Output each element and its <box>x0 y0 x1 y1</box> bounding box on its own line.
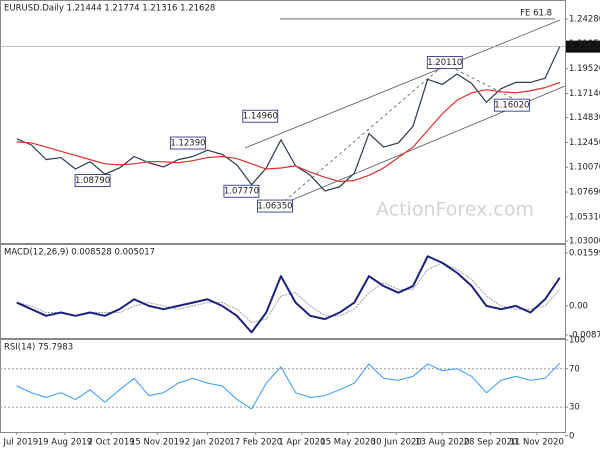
y-tick-label: 0 <box>569 431 574 441</box>
x-tick-label: 15 Nov 2019 <box>130 438 184 448</box>
rsi-panel <box>0 339 566 433</box>
last-price-box <box>566 40 600 53</box>
annotation-box <box>493 98 530 112</box>
y-tick-label: 1.17140 <box>569 89 600 99</box>
annotation-box <box>170 136 206 150</box>
last-price-label: 1.21628 <box>569 42 600 52</box>
y-tick-label: 100 <box>569 336 585 346</box>
macd-signal <box>16 262 561 323</box>
channel-upper <box>244 19 561 149</box>
y-tick-label: 30 <box>569 403 580 413</box>
y-tick-label: 1.05310 <box>569 212 600 222</box>
moving-average <box>16 81 560 183</box>
y-tick-label: 1.12450 <box>569 138 600 148</box>
y-tick-label: 1.07690 <box>569 188 600 198</box>
annotation-box <box>74 174 111 187</box>
annotation-box <box>257 199 293 213</box>
annotation-label: 1.20110 <box>427 58 462 68</box>
rsi-title: RSI(14) 75.7983 <box>4 343 73 353</box>
y-tick-label: 1.19520 <box>569 64 600 74</box>
x-tick-label: 30 Jun 2020 <box>371 438 422 448</box>
y-tick-label: 0.00 <box>569 301 588 311</box>
x-tick-label: 28 Sep 2020 <box>464 438 518 448</box>
annotation-box <box>242 109 279 123</box>
projection-line <box>279 63 446 206</box>
x-tick-label: 19 Aug 2019 <box>38 438 92 448</box>
annotation-label: 1.06350 <box>257 202 292 212</box>
macd-panel <box>0 244 566 339</box>
macd-title: MACD(12,26,9) 0.008528 0.005017 <box>4 248 155 258</box>
x-tick-label: 13 Aug 2020 <box>415 438 469 448</box>
annotation-label: 1.12390 <box>170 139 205 149</box>
y-tick-label: 0.015991 <box>569 248 600 258</box>
annotation-box <box>223 184 260 198</box>
x-tick-label: 1 Apr 2020 <box>278 438 325 448</box>
price-panel <box>0 0 566 244</box>
x-tick-label: 11 Nov 2020 <box>509 438 563 448</box>
x-tick-label: 15 May 2020 <box>320 438 375 448</box>
x-tick-label: 2 Oct 2019 <box>88 438 135 448</box>
y-tick-label: 70 <box>569 364 580 374</box>
watermark: ActionForex.com <box>376 199 534 221</box>
annotation-label: 1.14960 <box>243 112 278 122</box>
y-tick-label: 1.24280 <box>569 14 600 24</box>
y-tick-label: 1.03000 <box>569 237 600 247</box>
projection-line <box>444 63 521 103</box>
annotation-label: 1.08790 <box>75 176 110 186</box>
rsi-line <box>16 362 561 410</box>
y-tick-label: 1.14830 <box>569 113 600 123</box>
macd-line <box>16 255 561 334</box>
fe-label: FE 61.8 <box>520 8 552 18</box>
x-tick-label: 2 Jan 2020 <box>185 438 231 448</box>
x-tick-label: 17 Feb 2020 <box>229 438 282 448</box>
y-tick-label: -0.00876 <box>569 330 600 340</box>
annotation-box <box>426 56 463 69</box>
price-title: EURUSD.Daily 1.21444 1.21774 1.21316 1.2… <box>4 4 215 14</box>
annotation-label: 1.07770 <box>224 187 259 197</box>
price-line <box>16 46 561 192</box>
annotation-label: 1.16020 <box>494 101 529 111</box>
x-tick-label: 4 Jul 2019 <box>0 438 38 448</box>
